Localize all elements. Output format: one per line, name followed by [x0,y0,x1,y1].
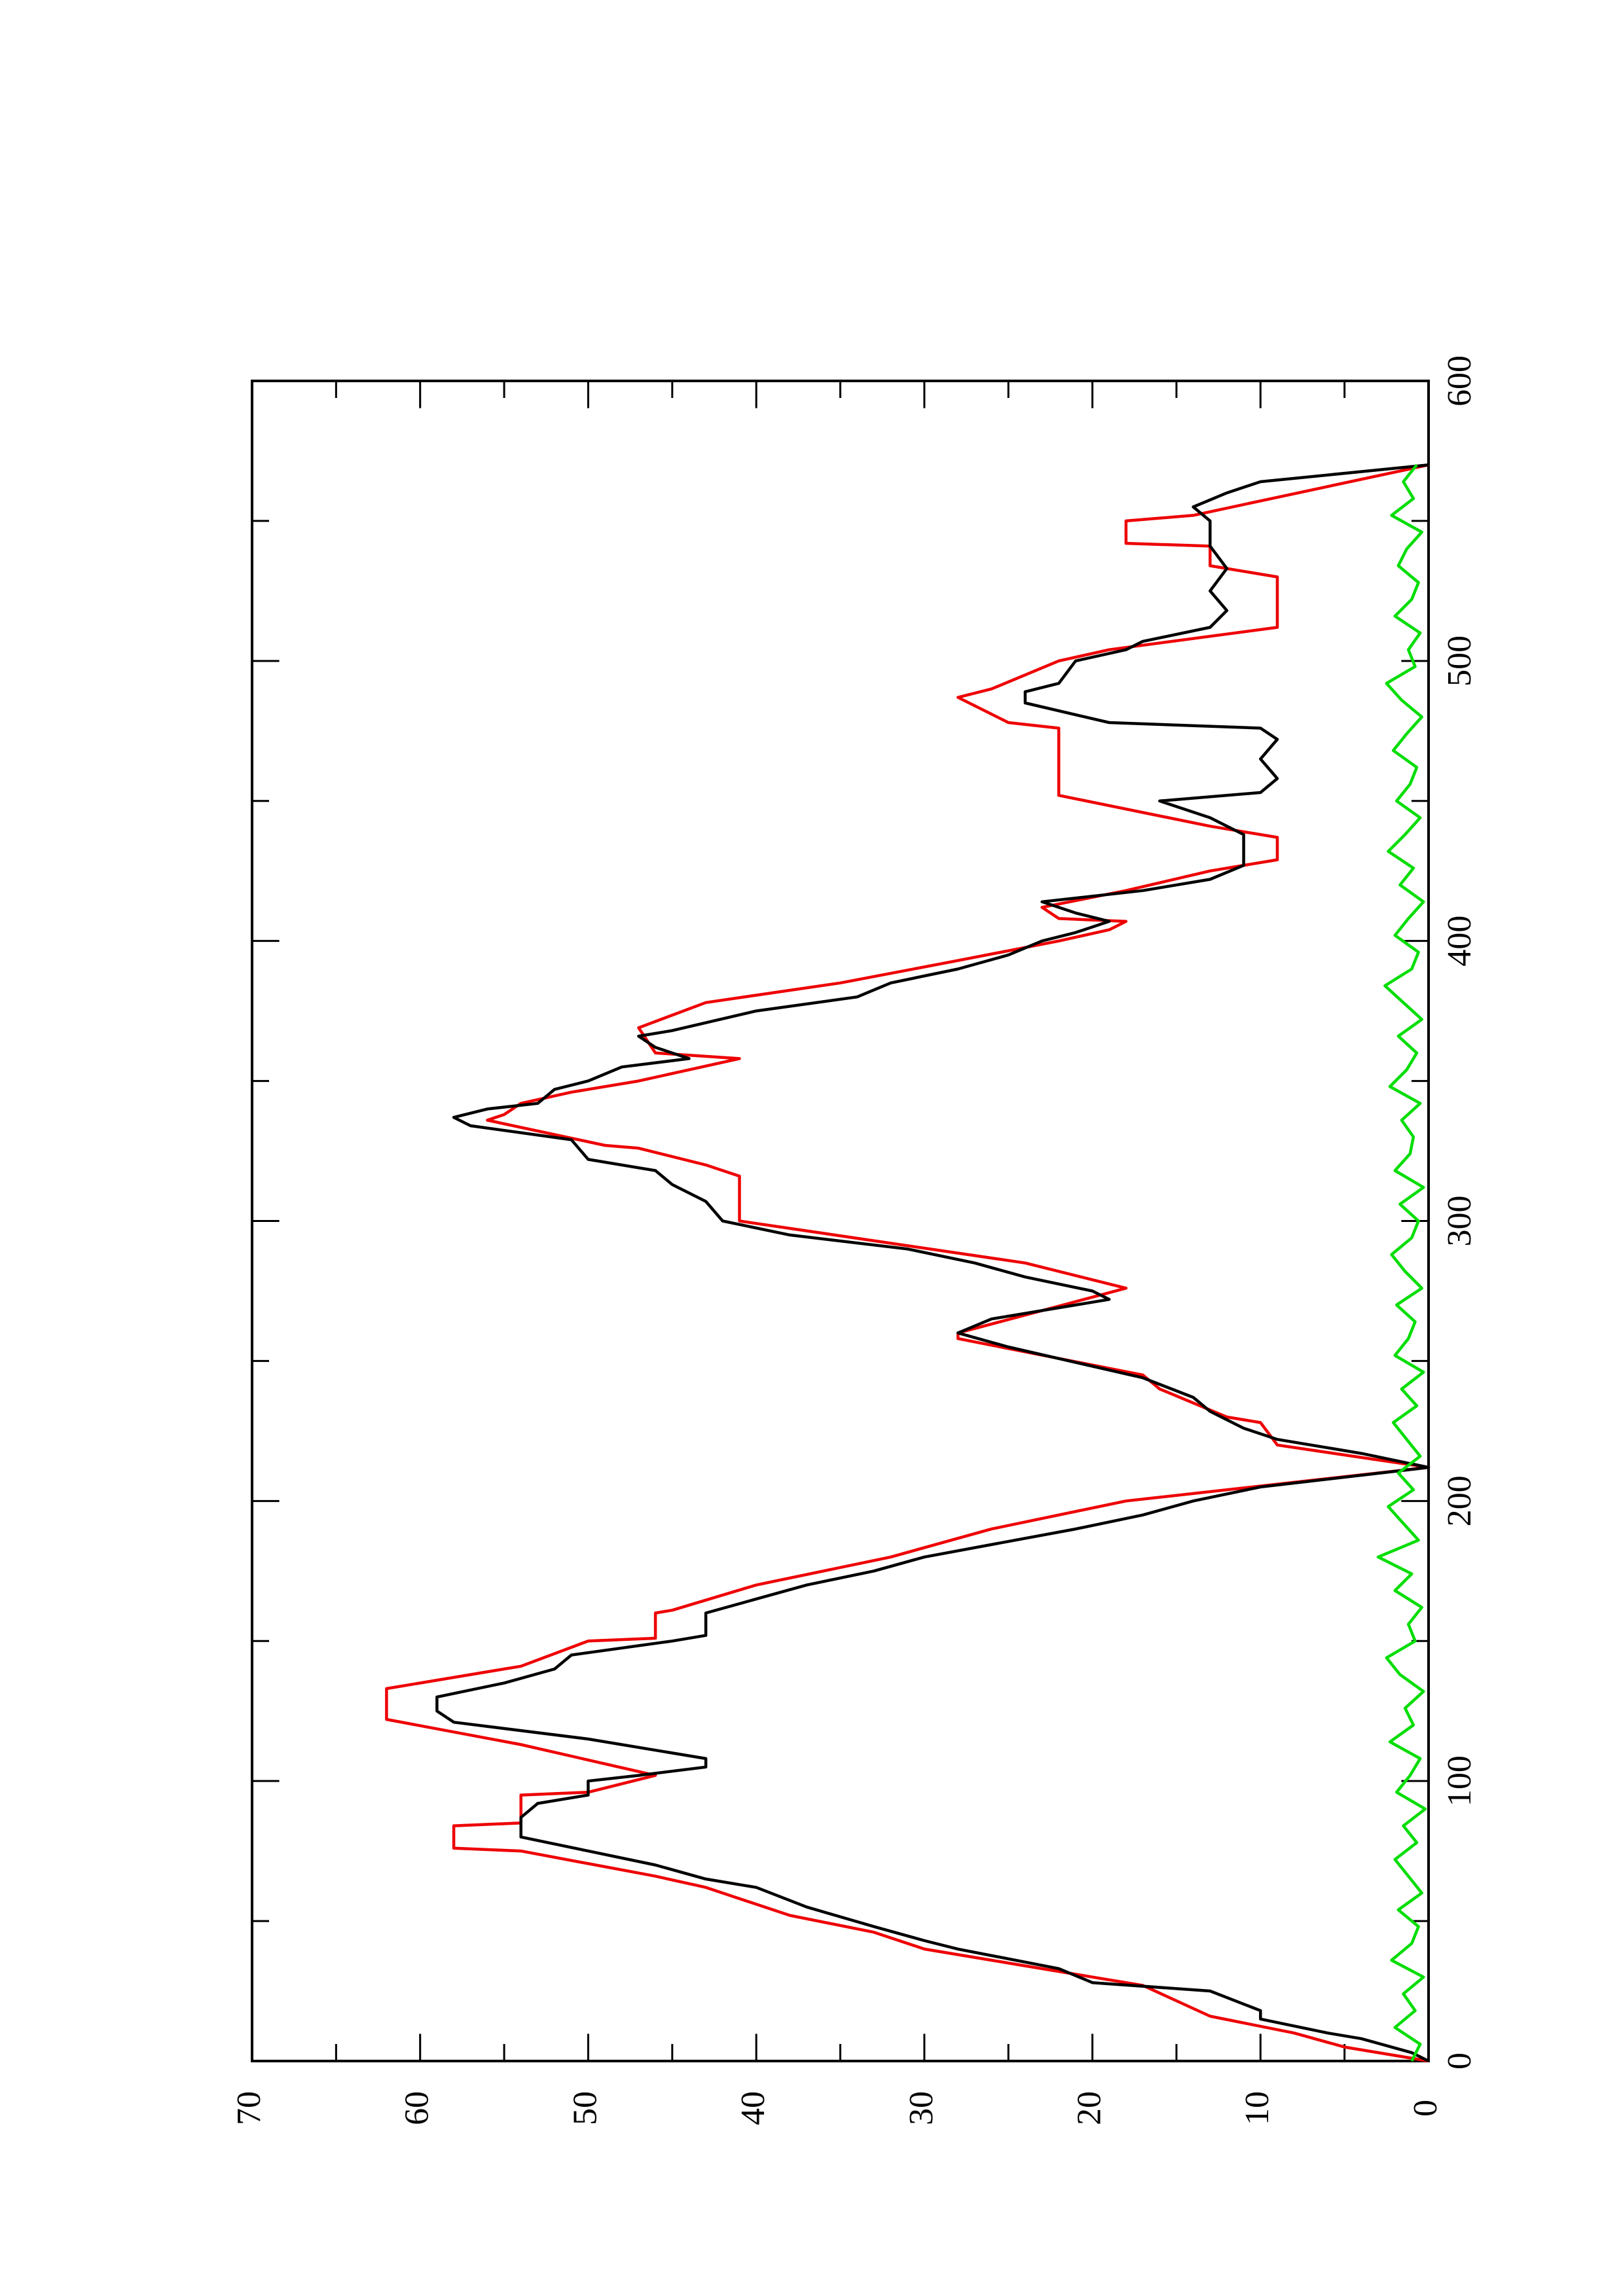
data-line [1376,463,1427,2062]
data-line [435,463,1431,2063]
y-tick-label: 50 [566,2091,604,2125]
x-tick-label: 600 [1441,355,1478,406]
x-tick-label: 100 [1441,1755,1478,1806]
x-tick-label: 500 [1441,636,1478,687]
y-tick-label: 30 [903,2091,940,2125]
plot-frame [251,380,1430,2062]
y-tick-label: 40 [735,2091,772,2125]
y-tick-label: 10 [1239,2091,1276,2125]
x-tick-label: 400 [1441,916,1478,967]
data-line [385,463,1431,2063]
x-tick-label: 300 [1441,1196,1478,1247]
y-tick-label: 20 [1071,2091,1108,2125]
y-tick-label: 70 [230,2091,268,2125]
x-tick-label: 200 [1441,1475,1478,1526]
x-tick-label: 0 [1441,2053,1478,2070]
y-tick-label: 0 [1407,2100,1444,2117]
y-tick-label: 60 [399,2091,436,2125]
